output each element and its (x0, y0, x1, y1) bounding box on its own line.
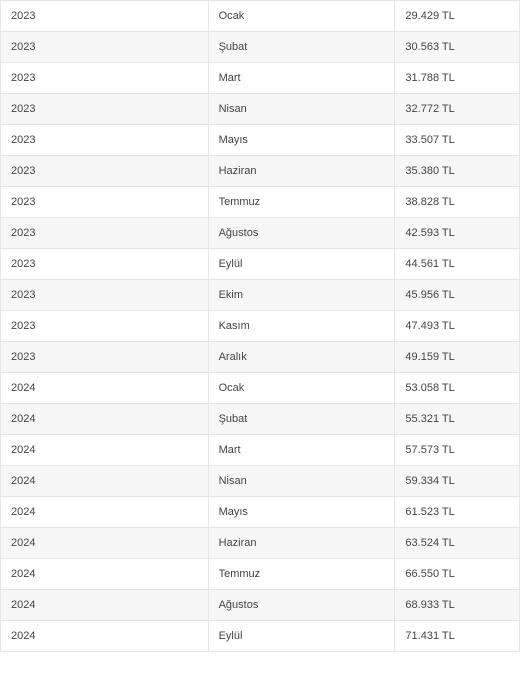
cell-value: 33.507 TL (395, 125, 520, 156)
cell-value: 63.524 TL (395, 528, 520, 559)
table-row: 2024Haziran63.524 TL (1, 528, 520, 559)
cell-value: 53.058 TL (395, 373, 520, 404)
cell-value: 38.828 TL (395, 187, 520, 218)
table-row: 2024Ağustos68.933 TL (1, 590, 520, 621)
cell-month: Mayıs (208, 125, 395, 156)
cell-year: 2023 (1, 280, 209, 311)
table-row: 2024Eylül71.431 TL (1, 621, 520, 652)
cell-year: 2024 (1, 559, 209, 590)
cell-year: 2024 (1, 435, 209, 466)
cell-month: Ocak (208, 1, 395, 32)
cell-year: 2024 (1, 621, 209, 652)
cell-year: 2024 (1, 590, 209, 621)
cell-month: Kasım (208, 311, 395, 342)
table-row: 2023Mart31.788 TL (1, 63, 520, 94)
cell-year: 2024 (1, 497, 209, 528)
cell-month: Aralık (208, 342, 395, 373)
table-row: 2024Nisan59.334 TL (1, 466, 520, 497)
cell-year: 2023 (1, 342, 209, 373)
cell-value: 44.561 TL (395, 249, 520, 280)
cell-value: 45.956 TL (395, 280, 520, 311)
cell-year: 2023 (1, 218, 209, 249)
cell-year: 2023 (1, 94, 209, 125)
cell-value: 47.493 TL (395, 311, 520, 342)
cell-year: 2023 (1, 187, 209, 218)
cell-value: 66.550 TL (395, 559, 520, 590)
cell-month: Ağustos (208, 590, 395, 621)
cell-year: 2024 (1, 466, 209, 497)
table-row: 2023Ocak29.429 TL (1, 1, 520, 32)
cell-value: 61.523 TL (395, 497, 520, 528)
cell-year: 2023 (1, 156, 209, 187)
table-row: 2023Ağustos42.593 TL (1, 218, 520, 249)
cell-month: Şubat (208, 404, 395, 435)
cell-value: 30.563 TL (395, 32, 520, 63)
cell-year: 2023 (1, 1, 209, 32)
table-row: 2023Eylül44.561 TL (1, 249, 520, 280)
cell-month: Ocak (208, 373, 395, 404)
table-row: 2023Haziran35.380 TL (1, 156, 520, 187)
cell-month: Ağustos (208, 218, 395, 249)
cell-value: 55.321 TL (395, 404, 520, 435)
cell-value: 49.159 TL (395, 342, 520, 373)
cell-month: Temmuz (208, 187, 395, 218)
table-row: 2024Şubat55.321 TL (1, 404, 520, 435)
cell-value: 29.429 TL (395, 1, 520, 32)
cell-month: Temmuz (208, 559, 395, 590)
price-table: 2023Ocak29.429 TL2023Şubat30.563 TL2023M… (0, 0, 520, 652)
cell-year: 2024 (1, 528, 209, 559)
table-row: 2024Mart57.573 TL (1, 435, 520, 466)
cell-value: 31.788 TL (395, 63, 520, 94)
cell-value: 42.593 TL (395, 218, 520, 249)
cell-value: 32.772 TL (395, 94, 520, 125)
cell-month: Mayıs (208, 497, 395, 528)
table-row: 2023Ekim45.956 TL (1, 280, 520, 311)
cell-year: 2023 (1, 32, 209, 63)
cell-year: 2023 (1, 125, 209, 156)
cell-month: Mart (208, 63, 395, 94)
cell-year: 2023 (1, 63, 209, 94)
cell-year: 2024 (1, 373, 209, 404)
cell-year: 2023 (1, 249, 209, 280)
table-row: 2024Temmuz66.550 TL (1, 559, 520, 590)
cell-year: 2024 (1, 404, 209, 435)
cell-month: Şubat (208, 32, 395, 63)
cell-month: Nisan (208, 466, 395, 497)
cell-month: Ekim (208, 280, 395, 311)
cell-month: Eylül (208, 621, 395, 652)
cell-month: Nisan (208, 94, 395, 125)
cell-value: 59.334 TL (395, 466, 520, 497)
table-row: 2023Temmuz38.828 TL (1, 187, 520, 218)
cell-month: Eylül (208, 249, 395, 280)
cell-value: 71.431 TL (395, 621, 520, 652)
table-row: 2023Nisan32.772 TL (1, 94, 520, 125)
cell-month: Mart (208, 435, 395, 466)
table-row: 2024Ocak53.058 TL (1, 373, 520, 404)
cell-value: 57.573 TL (395, 435, 520, 466)
table-row: 2023Aralık49.159 TL (1, 342, 520, 373)
cell-month: Haziran (208, 156, 395, 187)
table-row: 2023Mayıs33.507 TL (1, 125, 520, 156)
cell-value: 35.380 TL (395, 156, 520, 187)
cell-year: 2023 (1, 311, 209, 342)
table-row: 2023Şubat30.563 TL (1, 32, 520, 63)
cell-month: Haziran (208, 528, 395, 559)
table-row: 2024Mayıs61.523 TL (1, 497, 520, 528)
cell-value: 68.933 TL (395, 590, 520, 621)
table-row: 2023Kasım47.493 TL (1, 311, 520, 342)
price-table-body: 2023Ocak29.429 TL2023Şubat30.563 TL2023M… (1, 1, 520, 652)
